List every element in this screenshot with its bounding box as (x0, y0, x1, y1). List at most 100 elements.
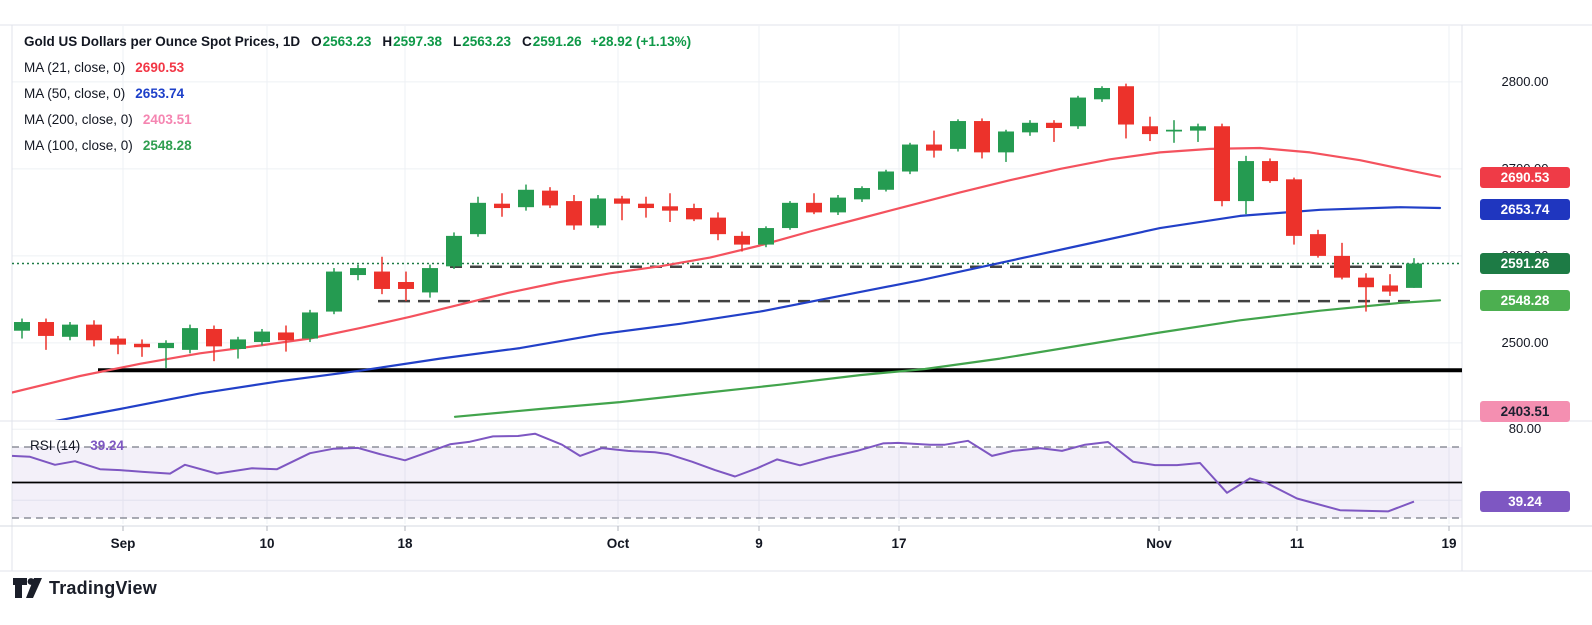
candle[interactable] (86, 320, 102, 347)
candle[interactable] (1142, 116, 1158, 142)
candle[interactable] (1190, 123, 1206, 142)
rsi-label: RSI (14) (30, 438, 81, 453)
candle[interactable] (1214, 123, 1230, 207)
candle[interactable] (566, 194, 582, 230)
candle[interactable] (350, 264, 366, 281)
ma200-value: 2403.51 (142, 111, 192, 127)
candle[interactable] (662, 193, 678, 222)
candle[interactable] (1406, 258, 1422, 288)
time-axis-label: 9 (755, 536, 763, 551)
tradingview-watermark-text: TradingView (49, 577, 157, 598)
time-axis-label: 17 (891, 536, 907, 551)
candle[interactable] (398, 271, 414, 302)
candle[interactable] (734, 231, 750, 252)
candle[interactable] (518, 184, 534, 211)
candle[interactable] (878, 169, 894, 192)
candle[interactable] (950, 119, 966, 152)
ma100-legend-row[interactable]: MA (100, close, 0) 2548.28 (24, 132, 691, 158)
price-label: 39.24 (1480, 491, 1570, 513)
candle[interactable] (830, 194, 846, 216)
candle[interactable] (206, 325, 222, 362)
time-axis-label: Nov (1146, 536, 1172, 551)
main-legend: Gold US Dollars per Ounce Spot Prices, 1… (24, 28, 691, 158)
candle[interactable] (1166, 120, 1182, 143)
time-axis-label: 18 (397, 536, 413, 551)
candle[interactable] (422, 264, 438, 298)
rsi-legend-row[interactable]: RSI (14) 39.24 (30, 438, 124, 453)
ma100-label: MA (100, close, 0) (24, 137, 133, 153)
candle[interactable] (446, 232, 462, 269)
rsi-pane[interactable] (11, 432, 1462, 519)
ma50-legend-row[interactable]: MA (50, close, 0) 2653.74 (24, 80, 691, 106)
candle[interactable] (1238, 155, 1254, 215)
candle[interactable] (782, 201, 798, 230)
candle[interactable] (1358, 273, 1374, 312)
candle[interactable] (134, 339, 150, 357)
candle[interactable] (1046, 120, 1062, 142)
price-label: 2403.51 (1480, 400, 1570, 422)
candle[interactable] (1118, 83, 1134, 139)
time-axis-label: Oct (606, 536, 630, 551)
candle[interactable] (470, 196, 486, 237)
candle[interactable] (230, 336, 246, 359)
candle[interactable] (1022, 120, 1038, 136)
price-axis[interactable]: 2800.002700.002600.002500.0080.002690.53… (1462, 0, 1592, 571)
candle[interactable] (902, 142, 918, 175)
ma200-legend-row[interactable]: MA (200, close, 0) 2403.51 (24, 106, 691, 132)
candle[interactable] (1286, 177, 1302, 245)
candle[interactable] (326, 268, 342, 315)
ma21-label: MA (21, close, 0) (24, 59, 126, 75)
ohlc-high: H2597.38 (382, 33, 442, 49)
candle[interactable] (302, 309, 318, 343)
candle[interactable] (110, 335, 126, 355)
candle[interactable] (1382, 274, 1398, 296)
pane-frame (0, 24, 1592, 572)
gridlines (12, 26, 1462, 524)
candle[interactable] (926, 130, 942, 158)
rsi-line (11, 432, 1415, 513)
candle[interactable] (158, 340, 174, 369)
time-axis[interactable]: Sep 10 18 Oct 9 17 Nov 11 19 (0, 526, 1592, 571)
candle[interactable] (278, 325, 294, 352)
candles[interactable] (14, 83, 1422, 369)
candle[interactable] (758, 226, 774, 248)
candle[interactable] (542, 187, 558, 209)
symbol-title: Gold US Dollars per Ounce Spot Prices, 1… (24, 33, 301, 49)
candle[interactable] (374, 256, 390, 295)
candle[interactable] (710, 212, 726, 241)
candle[interactable] (62, 322, 78, 341)
ma100-value: 2548.28 (142, 137, 192, 153)
candle[interactable] (686, 203, 702, 222)
ma50-value: 2653.74 (135, 85, 185, 101)
tradingview-watermark[interactable]: TradingView (12, 575, 157, 601)
time-axis-label: 19 (1441, 536, 1457, 551)
ohlc-close: C2591.26 (522, 33, 582, 49)
change-value: +28.92 (+1.13%) (590, 33, 692, 49)
candle[interactable] (1094, 86, 1110, 102)
ma50-label: MA (50, close, 0) (24, 85, 126, 101)
price-label: 2690.53 (1480, 166, 1570, 188)
candle[interactable] (590, 194, 606, 229)
candle[interactable] (38, 318, 54, 350)
symbol-legend-row[interactable]: Gold US Dollars per Ounce Spot Prices, 1… (24, 28, 691, 54)
candle[interactable] (254, 328, 270, 346)
candle[interactable] (638, 196, 654, 218)
candle[interactable] (494, 193, 510, 217)
candle[interactable] (1262, 158, 1278, 183)
candle[interactable] (998, 129, 1014, 162)
candle[interactable] (806, 193, 822, 215)
candle[interactable] (854, 186, 870, 202)
candle[interactable] (1334, 242, 1350, 280)
candle[interactable] (1070, 95, 1086, 129)
drawn-price-lines[interactable] (12, 262, 1462, 373)
candle[interactable] (182, 324, 198, 354)
candle[interactable] (974, 118, 990, 159)
candle[interactable] (1310, 229, 1326, 258)
ma21-legend-row[interactable]: MA (21, close, 0) 2690.53 (24, 54, 691, 80)
candle[interactable] (14, 318, 30, 339)
time-axis-label: 11 (1289, 536, 1305, 551)
ma21-value: 2690.53 (135, 59, 185, 75)
ma200-label: MA (200, close, 0) (24, 111, 133, 127)
candle[interactable] (614, 195, 630, 221)
